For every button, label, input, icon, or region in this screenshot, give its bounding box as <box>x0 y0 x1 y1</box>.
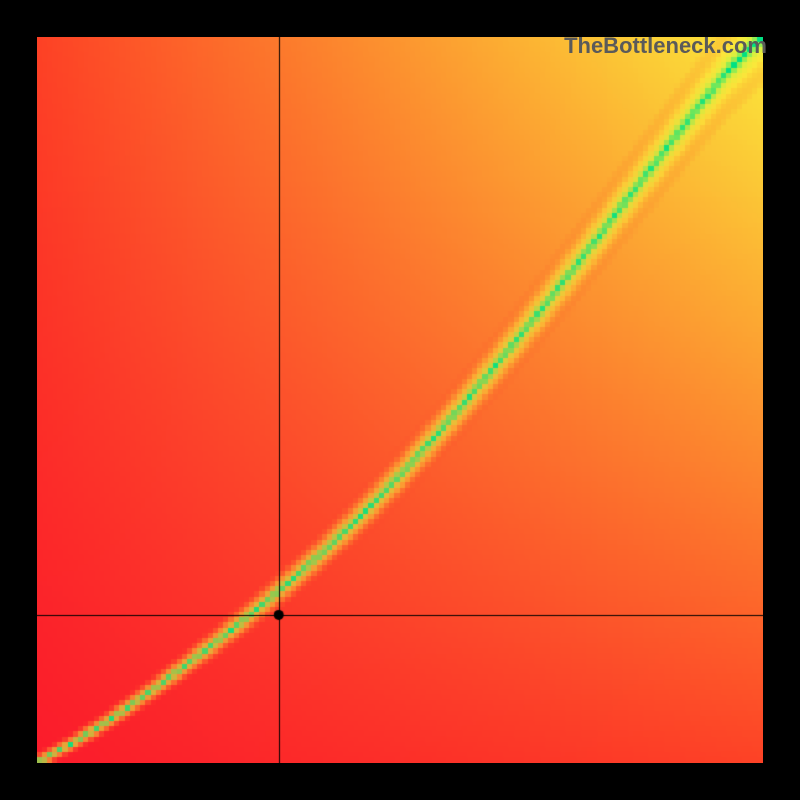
outer-frame: TheBottleneck.com <box>0 0 800 800</box>
plot-area: TheBottleneck.com <box>37 37 763 763</box>
watermark-label: TheBottleneck.com <box>564 33 767 59</box>
heatmap-canvas <box>37 37 763 763</box>
